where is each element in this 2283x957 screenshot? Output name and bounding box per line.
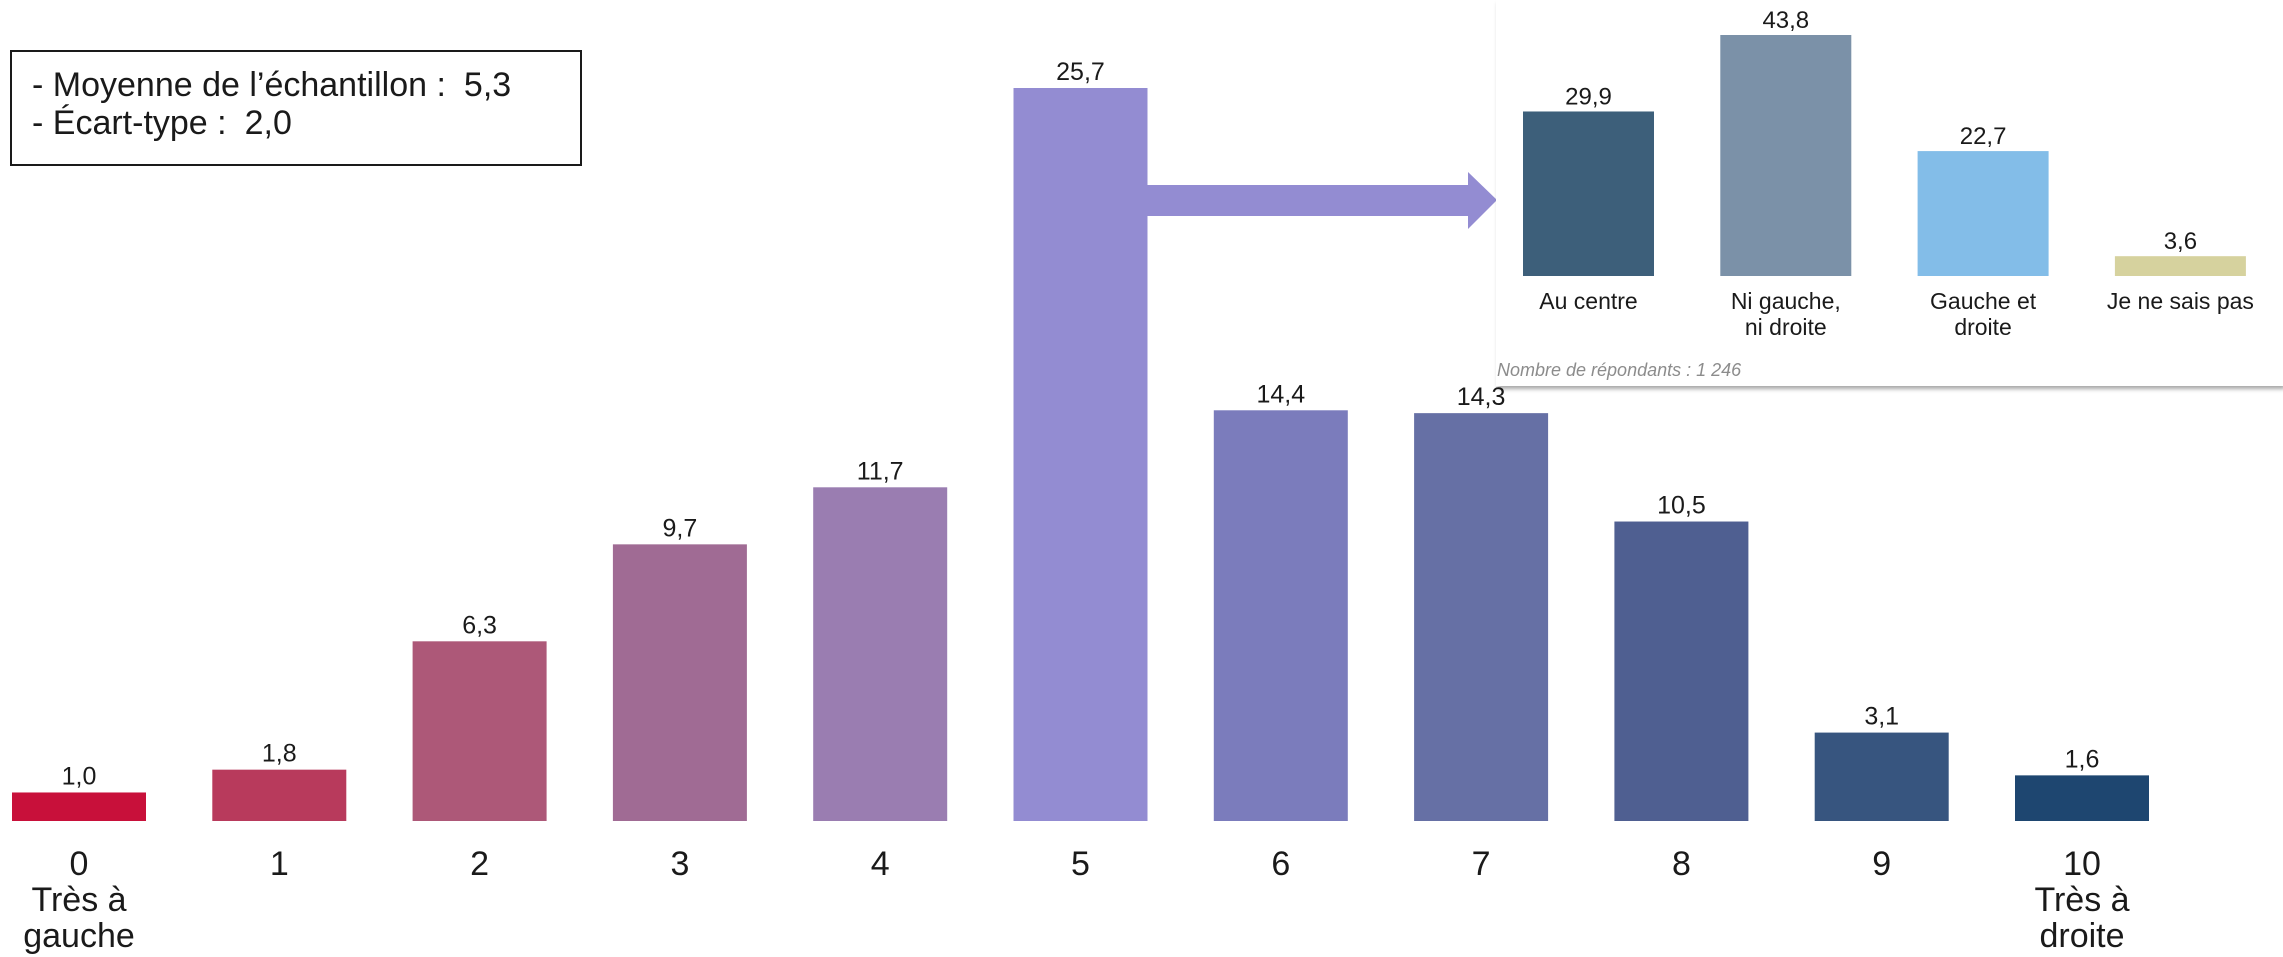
- bar-7: [1414, 413, 1549, 821]
- x-sublabel-10: Très à droite: [2034, 881, 2129, 955]
- inset-category-label-line: Au centre: [1539, 288, 1637, 314]
- bar-6: [1213, 410, 1348, 821]
- mean-line: - Moyenne de l’échantillon : 5,3: [32, 66, 580, 104]
- inset-bar-ni-gauche-ni-droite: [1720, 35, 1852, 276]
- x-tick-label-10: 10: [2063, 845, 2101, 883]
- bar-1: [212, 769, 347, 821]
- x-tick-label-9: 9: [1872, 845, 1891, 883]
- inset-data-label-ni-gauche-ni-droite: 43,8: [1762, 7, 1809, 34]
- inset-category-label-line: Gauche et: [1930, 288, 2037, 314]
- mean-label: - Moyenne de l’échantillon :: [32, 66, 446, 104]
- data-label-2: 6,3: [462, 611, 497, 639]
- x-tick-label-8: 8: [1672, 845, 1691, 883]
- x-sublabel-line: Très à: [31, 881, 126, 919]
- data-label-6: 14,4: [1256, 380, 1305, 408]
- sample-stats-box: - Moyenne de l’échantillon : 5,3 - Écart-…: [10, 50, 582, 166]
- bar-5: [1013, 88, 1148, 821]
- data-label-0: 1,0: [62, 762, 97, 790]
- data-label-8: 10,5: [1657, 492, 1706, 520]
- inset-bar-au-centre: [1523, 111, 1654, 276]
- data-label-9: 3,1: [1864, 703, 1899, 731]
- bar-2: [412, 641, 547, 821]
- data-label-3: 9,7: [663, 514, 698, 542]
- x-sublabel-line: droite: [2039, 917, 2124, 955]
- data-label-10: 1,6: [2065, 745, 2100, 773]
- inset-data-label-gauche-et-droite: 22,7: [1960, 123, 2007, 150]
- inset-data-label-au-centre: 29,9: [1565, 83, 1612, 110]
- inset-category-label-line: ni droite: [1745, 314, 1827, 340]
- x-tick-label-1: 1: [270, 845, 289, 883]
- sd-value: 2,0: [244, 104, 292, 142]
- inset-bar-je-ne-sais-pas: [2114, 256, 2246, 276]
- inset-category-label-ni-gauche-ni-droite: Ni gauche, ni droite: [1731, 288, 1841, 340]
- x-tick-label-5: 5: [1071, 845, 1090, 883]
- x-tick-label-0: 0: [70, 845, 89, 883]
- sd-line: - Écart-type : 2,0: [32, 104, 580, 142]
- inset-category-label-line: droite: [1954, 314, 2012, 340]
- mean-value: 5,3: [463, 66, 512, 104]
- x-sublabel-line: Très à: [2034, 881, 2129, 919]
- bar-0: [12, 792, 146, 821]
- data-label-7: 14,3: [1457, 383, 1506, 411]
- inset-category-label-je-ne-sais-pas: Je ne sais pas: [2107, 288, 2254, 314]
- inset-category-label-au-centre: Au centre: [1539, 288, 1637, 314]
- bar-3: [612, 544, 747, 821]
- inset-category-label-gauche-et-droite: Gauche et droite: [1930, 288, 2037, 340]
- data-label-1: 1,8: [262, 740, 297, 768]
- x-tick-label-4: 4: [871, 845, 890, 883]
- respondent-count-note: Nombre de répondants : 1 246: [1497, 360, 1742, 380]
- data-label-5: 25,7: [1056, 58, 1105, 86]
- inset-category-label-line: Ni gauche,: [1731, 288, 1841, 314]
- connector-arrow: [1147, 172, 1497, 229]
- x-tick-label-7: 7: [1472, 845, 1491, 883]
- bar-10: [2015, 775, 2149, 821]
- x-tick-label-3: 3: [670, 845, 689, 883]
- inset-category-label-line: Je ne sais pas: [2107, 288, 2254, 314]
- inset-bar-gauche-et-droite: [1917, 151, 2049, 276]
- bar-8: [1614, 521, 1749, 821]
- inset-data-label-je-ne-sais-pas: 3,6: [2164, 228, 2197, 255]
- x-tick-label-2: 2: [470, 845, 489, 883]
- x-tick-label-6: 6: [1271, 845, 1290, 883]
- x-sublabel-line: gauche: [23, 917, 135, 955]
- sd-label: - Écart-type :: [32, 104, 227, 142]
- bar-9: [1814, 732, 1949, 821]
- data-label-4: 11,7: [857, 457, 904, 485]
- x-sublabel-0: Très à gauche: [23, 881, 135, 955]
- bar-4: [813, 487, 948, 821]
